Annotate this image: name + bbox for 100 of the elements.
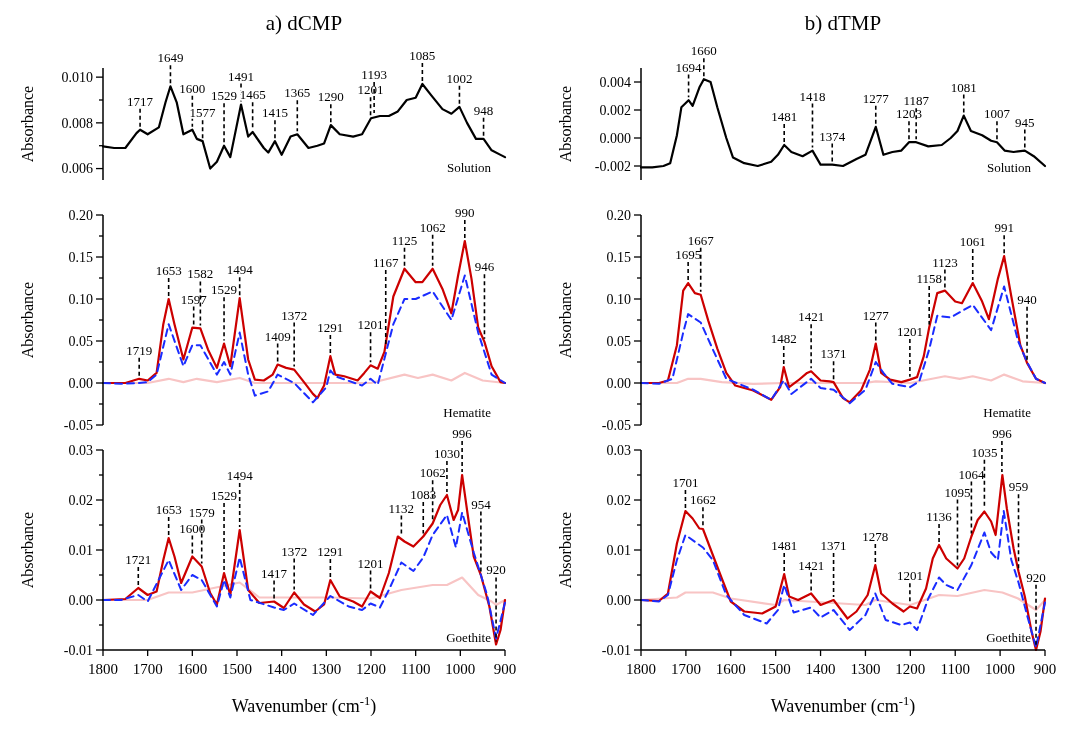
y-tick-label: 0.20 <box>606 207 631 223</box>
y-tick-label: 0.00 <box>606 375 631 391</box>
annotation: 959 <box>1008 479 1029 495</box>
y-tick-label: 0.000 <box>599 130 631 146</box>
annotation: 1201 <box>357 555 384 571</box>
x-tick-label: 1700 <box>670 661 701 677</box>
annotation: 1035 <box>971 444 998 460</box>
x-tick-label: 1800 <box>88 661 118 677</box>
annotation: 1187 <box>903 93 930 109</box>
annotation: 1372 <box>281 543 308 559</box>
x-tick-label: 900 <box>493 661 517 677</box>
x-tick-label: 1000 <box>445 661 476 677</box>
annotation: 1030 <box>433 446 460 461</box>
annotation: 1465 <box>239 87 266 103</box>
y-tick-label: 0.02 <box>606 492 631 508</box>
annotation: 1158 <box>916 271 942 287</box>
y-tick-label: -0.01 <box>63 642 93 658</box>
x-tick-label: 1200 <box>895 661 926 677</box>
annotation: 1061 <box>959 234 986 250</box>
x-axis-title: Wavenumber (cm$^{-1}$) <box>770 694 916 717</box>
annotation: 1007 <box>983 106 1011 122</box>
annotation: 1201 <box>896 568 923 584</box>
annotation: 1579 <box>188 504 215 520</box>
annotation: 1409 <box>264 328 291 344</box>
y-tick-label: 0.010 <box>61 70 93 86</box>
annotation: 1371 <box>820 538 847 553</box>
y-tick-label: 0.03 <box>606 442 631 458</box>
annotation: Solution <box>986 160 1032 175</box>
x-tick-label: 1100 <box>400 661 431 677</box>
x-tick-label: 1500 <box>222 661 252 677</box>
annotation: 1123 <box>932 254 958 270</box>
x-tick-label: 900 <box>1033 661 1057 677</box>
chart-title: a) dCMP <box>265 11 343 35</box>
annotation: 1365 <box>284 85 311 101</box>
annotation: 920 <box>486 562 506 578</box>
annotation: 1717 <box>127 93 154 109</box>
y-tick-label: 0.03 <box>68 442 93 458</box>
annotation: 1062 <box>419 465 446 481</box>
annotation: 1193 <box>361 67 387 82</box>
annotation: 991 <box>994 220 1014 236</box>
annotation: 1277 <box>862 307 890 323</box>
annotation: 1203 <box>895 106 922 122</box>
annotation: 1481 <box>771 109 798 124</box>
annotation: 1278 <box>862 529 889 544</box>
y-tick-label: -0.01 <box>601 642 631 658</box>
y-tick-label: -0.002 <box>594 158 631 174</box>
annotation: 1600 <box>179 520 206 536</box>
annotation: 1095 <box>944 484 971 500</box>
y-axis-title: Absorbance <box>19 281 36 359</box>
y-tick-label: -0.05 <box>63 417 93 433</box>
annotation: 1662 <box>689 492 716 508</box>
annotation: 945 <box>1015 114 1035 130</box>
annotation: 1418 <box>799 88 826 104</box>
y-tick-label: 0.00 <box>68 592 93 608</box>
y-tick-label: 0.00 <box>68 375 93 391</box>
y-tick-label: 0.02 <box>68 492 93 508</box>
y-tick-label: -0.05 <box>601 417 631 433</box>
y-tick-label: 0.004 <box>599 74 631 90</box>
annotation: 1491 <box>228 68 255 84</box>
annotation: 1582 <box>187 266 214 282</box>
annotation: 1600 <box>179 80 206 96</box>
annotation: 948 <box>473 102 494 118</box>
annotation: 1421 <box>798 309 825 325</box>
annotation: 1529 <box>211 488 238 504</box>
annotation: 1421 <box>798 557 825 573</box>
annotation: 1083 <box>410 486 437 502</box>
annotation: 1371 <box>820 346 847 362</box>
x-tick-label: 1300 <box>850 661 881 677</box>
y-tick-label: 0.10 <box>68 291 93 307</box>
annotation: 954 <box>471 496 492 512</box>
annotation: 1290 <box>317 89 344 105</box>
annotation: 1125 <box>391 232 418 248</box>
y-tick-label: 0.00 <box>606 592 631 608</box>
y-axis-title: Absorbance <box>557 281 574 359</box>
annotation: 920 <box>1026 569 1046 585</box>
annotation: 1132 <box>388 500 415 516</box>
annotation: 1577 <box>189 105 217 121</box>
x-tick-label: 1700 <box>132 661 163 677</box>
annotation: 1062 <box>419 219 446 235</box>
annotation: 1649 <box>157 50 184 66</box>
annotation: 1417 <box>261 565 288 581</box>
annotation: 1529 <box>211 88 238 104</box>
y-tick-label: 0.01 <box>68 542 93 558</box>
x-tick-label: 1100 <box>940 661 970 677</box>
x-tick-label: 1500 <box>760 661 791 677</box>
annotation: 1085 <box>409 48 436 63</box>
y-axis-title: Absorbance <box>19 511 36 589</box>
y-tick-label: 0.01 <box>606 542 631 558</box>
x-tick-label: 1000 <box>985 661 1016 677</box>
x-tick-label: 1400 <box>805 661 836 677</box>
annotation: 940 <box>1017 291 1037 307</box>
annotation: 1136 <box>926 509 953 524</box>
annotation: 1415 <box>261 105 288 121</box>
annotation: 1201 <box>357 317 384 333</box>
y-axis-title: Absorbance <box>557 511 574 589</box>
y-tick-label: 0.15 <box>68 249 93 265</box>
annotation: 946 <box>474 259 495 275</box>
annotation: 1660 <box>690 43 717 59</box>
y-tick-label: 0.008 <box>61 115 93 131</box>
y-tick-label: 0.20 <box>68 207 93 223</box>
